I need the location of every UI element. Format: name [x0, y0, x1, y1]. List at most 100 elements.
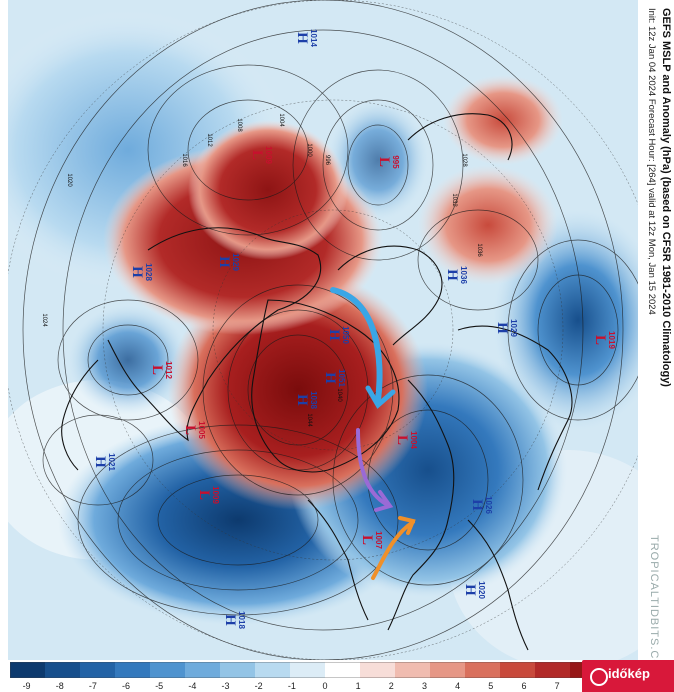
isobar-label: 1040	[336, 388, 342, 402]
colorbar-tick-label: -9	[23, 681, 31, 691]
svg-text:1021: 1021	[107, 453, 116, 471]
svg-text:1029: 1029	[231, 253, 240, 271]
high-pressure-marker: H 1038	[294, 391, 318, 409]
isobar-label: 1004	[278, 113, 284, 127]
isobar-label: 1032	[451, 193, 457, 207]
colorbar-tick-label: -7	[89, 681, 97, 691]
svg-text:1029: 1029	[509, 319, 518, 337]
svg-text:H: H	[294, 394, 310, 406]
colorbar-swatch	[290, 662, 326, 678]
svg-text:H: H	[222, 614, 238, 626]
svg-text:1028: 1028	[144, 263, 153, 281]
high-pressure-marker: H 1021	[92, 453, 116, 471]
colorbar-swatch	[430, 662, 466, 678]
low-pressure-marker: L 1005	[182, 421, 206, 439]
low-pressure-marker: L 995	[376, 155, 400, 169]
svg-text:H: H	[462, 584, 478, 596]
high-pressure-marker: H 1026	[469, 496, 493, 514]
colorbar-tick-label: 5	[488, 681, 493, 691]
svg-text:1036: 1036	[459, 266, 468, 284]
colorbar-swatch	[150, 662, 186, 678]
svg-text:1005: 1005	[197, 421, 206, 439]
svg-text:1019: 1019	[607, 331, 616, 349]
low-pressure-marker: L 1009	[196, 486, 220, 504]
low-pressure-marker: L 1004	[394, 431, 418, 449]
svg-text:L: L	[592, 335, 608, 345]
isobar-label: 1012	[206, 133, 212, 147]
colorbar-swatch	[465, 662, 501, 678]
isobar-label: 1016	[181, 153, 187, 167]
orange-arrow	[371, 520, 415, 580]
anomaly-russia-positive	[418, 165, 558, 285]
low-pressure-marker: L 1007	[359, 531, 383, 549]
high-pressure-marker: H 1014	[294, 29, 318, 47]
colorbar-tick-label: -5	[155, 681, 163, 691]
colorbar-tick-label: -8	[56, 681, 64, 691]
map-subtitle: Init: 12z Jan 04 2024 Forecast Hour: [26…	[646, 8, 657, 315]
colorbar-tick-label: 6	[521, 681, 526, 691]
colorbar-swatch	[10, 662, 46, 678]
map-title: GEFS MSLP and Anomaly (hPa) (based on CF…	[660, 8, 672, 387]
high-pressure-marker: H 1018	[222, 611, 246, 629]
logo-circle-icon	[590, 668, 608, 686]
colorbar	[10, 662, 640, 678]
low-pressure-marker: L 1012	[149, 361, 173, 379]
svg-text:1007: 1007	[374, 531, 383, 549]
svg-text:1026: 1026	[484, 496, 493, 514]
high-pressure-marker: H 1029	[494, 319, 518, 337]
high-pressure-marker: H 1020	[462, 581, 486, 599]
latitude-circles	[8, 0, 638, 660]
high-pressure-marker: H 1036	[444, 266, 468, 284]
anomaly-arctic-positive	[443, 75, 563, 165]
isobar-label: 1044	[306, 413, 312, 427]
purple-arrow	[356, 428, 390, 507]
svg-text:L: L	[376, 157, 392, 167]
colorbar-tick-label: 0	[322, 681, 327, 691]
colorbar-swatch	[255, 662, 291, 678]
svg-text:995: 995	[391, 155, 400, 169]
colorbar-tick-label: 2	[389, 681, 394, 691]
purple-arrow-head	[374, 490, 394, 512]
colorbar-tick-label: -3	[222, 681, 230, 691]
svg-text:H: H	[92, 456, 108, 468]
svg-text:1009: 1009	[264, 146, 273, 164]
isobar-label: 1036	[476, 243, 482, 257]
svg-text:1012: 1012	[164, 361, 173, 379]
colorbar-tick-label: 3	[422, 681, 427, 691]
colorbar-swatch	[220, 662, 256, 678]
svg-text:1004: 1004	[409, 431, 418, 449]
svg-text:L: L	[182, 425, 198, 435]
idokep-logo: időkép	[582, 660, 674, 692]
coastlines	[61, 113, 573, 651]
svg-text:H: H	[322, 372, 338, 384]
svg-text:1018: 1018	[237, 611, 246, 629]
colorbar-tick-label: -2	[255, 681, 263, 691]
low-pressure-marker: L 1009	[249, 146, 273, 164]
svg-text:L: L	[394, 435, 410, 445]
colorbar-swatch	[360, 662, 396, 678]
orange-arrow-head	[398, 516, 416, 535]
high-pressure-marker: H 1050	[326, 326, 350, 344]
svg-text:L: L	[359, 535, 375, 545]
svg-text:H: H	[326, 329, 342, 341]
svg-text:1020: 1020	[477, 581, 486, 599]
svg-text:L: L	[196, 490, 212, 500]
isobar-label: 1008	[236, 118, 242, 132]
svg-text:H: H	[216, 256, 232, 268]
colorbar-tick-label: -1	[288, 681, 296, 691]
isobar-label: 1024	[41, 313, 47, 327]
colorbar-ticks: -9-8-7-6-5-4-3-2-10123456789	[23, 681, 626, 691]
isobar-label: 996	[324, 155, 330, 166]
isobar-labels: 1016 1012 1008 1004 1000 996 1020 1024 1028 1032 1…	[41, 113, 482, 427]
svg-text:H: H	[494, 322, 510, 334]
colorbar-swatch	[395, 662, 431, 678]
colorbar-tick-label: -6	[122, 681, 130, 691]
colorbar-swatch	[80, 662, 116, 678]
colorbar-swatch	[535, 662, 571, 678]
svg-text:1050: 1050	[341, 326, 350, 344]
svg-text:L: L	[149, 365, 165, 375]
isobar-label: 1028	[461, 153, 467, 167]
colorbar-swatch	[45, 662, 81, 678]
